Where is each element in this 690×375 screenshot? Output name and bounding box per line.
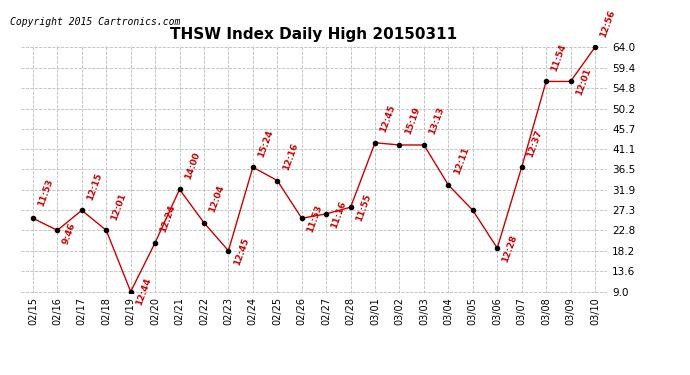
Text: 9:46: 9:46 <box>61 222 77 246</box>
Text: 12:04: 12:04 <box>208 184 226 214</box>
Text: 12:45: 12:45 <box>379 104 397 134</box>
Text: 11:54: 11:54 <box>550 42 568 72</box>
Text: 15:24: 15:24 <box>257 128 275 158</box>
Text: 11:55: 11:55 <box>354 193 373 223</box>
Text: THSW  (°F): THSW (°F) <box>506 37 566 46</box>
Text: 15:19: 15:19 <box>403 106 422 136</box>
Text: 12:24: 12:24 <box>159 204 177 234</box>
Text: 13:13: 13:13 <box>428 106 446 136</box>
Text: 12:01: 12:01 <box>574 67 593 97</box>
Text: 12:15: 12:15 <box>86 171 104 201</box>
Text: 11:53: 11:53 <box>37 177 55 207</box>
Text: 11:53: 11:53 <box>306 204 324 234</box>
Text: 14:00: 14:00 <box>184 151 201 180</box>
Text: 11:16: 11:16 <box>330 200 348 230</box>
Text: 12:28: 12:28 <box>501 234 519 264</box>
Title: THSW Index Daily High 20150311: THSW Index Daily High 20150311 <box>170 27 457 42</box>
Text: 12:37: 12:37 <box>525 128 544 158</box>
Text: 12:16: 12:16 <box>281 142 299 172</box>
Text: 12:11: 12:11 <box>452 146 471 176</box>
Text: 12:56: 12:56 <box>599 8 617 38</box>
Text: 12:01: 12:01 <box>110 192 128 221</box>
Text: 12:44: 12:44 <box>135 277 152 307</box>
Text: 12:45: 12:45 <box>232 236 250 266</box>
Text: Copyright 2015 Cartronics.com: Copyright 2015 Cartronics.com <box>10 17 181 27</box>
